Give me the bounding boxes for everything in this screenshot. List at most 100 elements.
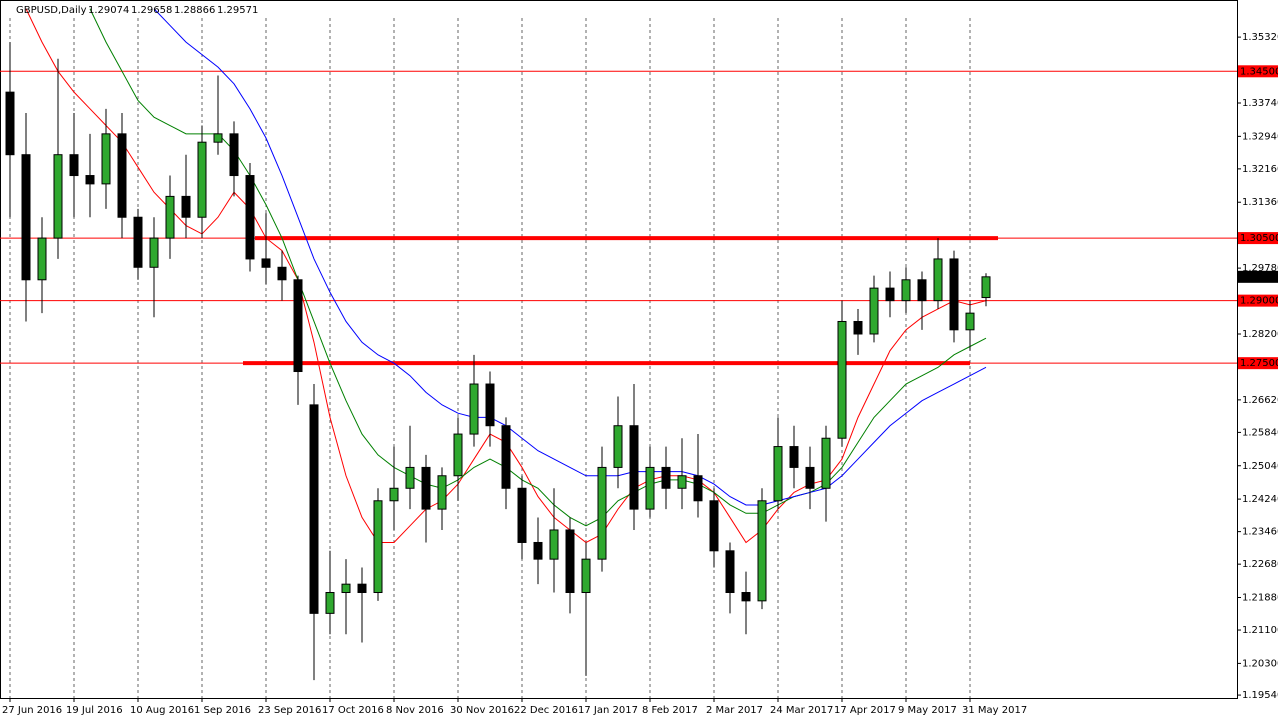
y-tick-label: 1.32160 <box>1242 164 1278 175</box>
candle-body <box>821 437 831 489</box>
x-tick-label: 27 Jun 2016 <box>2 705 62 716</box>
y-tick-label: 1.25840 <box>1242 427 1278 438</box>
candle-body <box>213 133 223 143</box>
candle-body <box>501 425 511 489</box>
header-low: 1.28866 <box>174 5 215 16</box>
y-tick-label: 1.31360 <box>1242 197 1278 208</box>
candle-body <box>133 216 143 268</box>
moving-average <box>153 8 987 506</box>
candle-body <box>165 195 175 239</box>
candle-body <box>373 500 383 594</box>
candle-body <box>565 529 575 594</box>
y-tick-label: 1.23460 <box>1242 527 1278 538</box>
y-tick-label: 1.28200 <box>1242 329 1278 340</box>
header-open: 1.29074 <box>88 5 129 16</box>
candle-body <box>197 141 207 218</box>
candle-body <box>869 287 879 335</box>
x-tick-label: 23 Sep 2016 <box>258 705 321 716</box>
candle-body <box>789 446 799 468</box>
candle-body <box>181 195 191 218</box>
candle-body <box>389 487 399 502</box>
candle-body <box>949 258 959 331</box>
y-tick-label: 1.25040 <box>1242 461 1278 472</box>
candle-body <box>245 175 255 260</box>
candle-body <box>21 154 31 281</box>
plot-frame <box>0 0 1238 699</box>
candle-body <box>629 425 639 510</box>
candle-body <box>725 550 735 594</box>
candle-body <box>533 541 543 560</box>
candle-body <box>837 320 847 439</box>
candle-body <box>853 320 863 335</box>
candle-body <box>437 475 447 510</box>
candle-body <box>901 279 911 302</box>
y-tick-label: 1.20300 <box>1242 658 1278 669</box>
candle-body <box>309 404 319 614</box>
y-tick-label: 1.32940 <box>1242 131 1278 142</box>
y-tick-label: 1.24240 <box>1242 494 1278 505</box>
moving-average <box>89 8 987 527</box>
y-tick-label: 1.26620 <box>1242 395 1278 406</box>
level-label: 1.34500 <box>1240 66 1278 77</box>
candle-body <box>709 500 719 552</box>
candle-body <box>661 466 671 489</box>
header-close: 1.29571 <box>217 5 258 16</box>
candle-body <box>69 154 79 177</box>
price-label: 1.29571 <box>1240 272 1278 283</box>
candle-body <box>341 583 351 594</box>
candle-body <box>757 500 767 602</box>
candle-body <box>933 258 943 302</box>
x-tick-label: 9 May 2017 <box>898 705 957 716</box>
header: GBPUSD,Daily 1.29074 1.29658 1.28866 1.2… <box>16 5 258 16</box>
candle-body <box>917 279 927 302</box>
candle-body <box>229 133 239 177</box>
x-tick-label: 30 Nov 2016 <box>450 705 514 716</box>
y-tick-label: 1.19540 <box>1242 690 1278 701</box>
candle-body <box>325 592 335 614</box>
candle-body <box>277 266 287 281</box>
candle-body <box>693 475 703 502</box>
candle-body <box>645 466 655 510</box>
y-tick-label: 1.35320 <box>1242 32 1278 43</box>
x-tick-label: 8 Feb 2017 <box>642 705 698 716</box>
candle-body <box>293 279 303 373</box>
candle-body <box>357 583 367 594</box>
y-tick-label: 1.29780 <box>1242 263 1278 274</box>
level-label-box <box>1238 357 1278 370</box>
candle-body <box>965 312 975 331</box>
candle-body <box>885 287 895 302</box>
y-tick-label: 1.21100 <box>1242 625 1278 636</box>
candle-body <box>149 237 159 268</box>
header-high: 1.29658 <box>131 5 172 16</box>
candle-body <box>613 425 623 468</box>
candle-body <box>85 175 95 185</box>
candle-body <box>677 475 687 489</box>
x-tick-label: 22 Dec 2016 <box>514 705 578 716</box>
candle-body <box>5 91 15 156</box>
candle-body <box>517 487 527 543</box>
x-tick-label: 17 Oct 2016 <box>322 705 384 716</box>
candle-body <box>741 592 751 602</box>
level-label-box <box>1238 294 1278 307</box>
price-label-box <box>1238 270 1278 283</box>
candle-body <box>421 466 431 510</box>
y-tick-label: 1.33740 <box>1242 98 1278 109</box>
candle-body <box>549 529 559 560</box>
y-tick-label: 1.22680 <box>1242 559 1278 570</box>
chart-title: GBPUSD,Daily <box>16 5 87 16</box>
level-label-box <box>1238 65 1278 78</box>
level-label-box <box>1238 232 1278 245</box>
x-tick-label: 10 Aug 2016 <box>130 705 194 716</box>
x-tick-label: 17 Jan 2017 <box>578 705 638 716</box>
candle-body <box>469 383 479 435</box>
candle-body <box>581 558 591 594</box>
x-tick-label: 17 Apr 2017 <box>834 705 896 716</box>
candle-body <box>805 466 815 489</box>
candle-body <box>453 433 463 477</box>
candle-body <box>773 446 783 502</box>
x-tick-label: 31 May 2017 <box>962 705 1027 716</box>
y-tick-label: 1.21880 <box>1242 593 1278 604</box>
candle-body <box>37 237 47 281</box>
